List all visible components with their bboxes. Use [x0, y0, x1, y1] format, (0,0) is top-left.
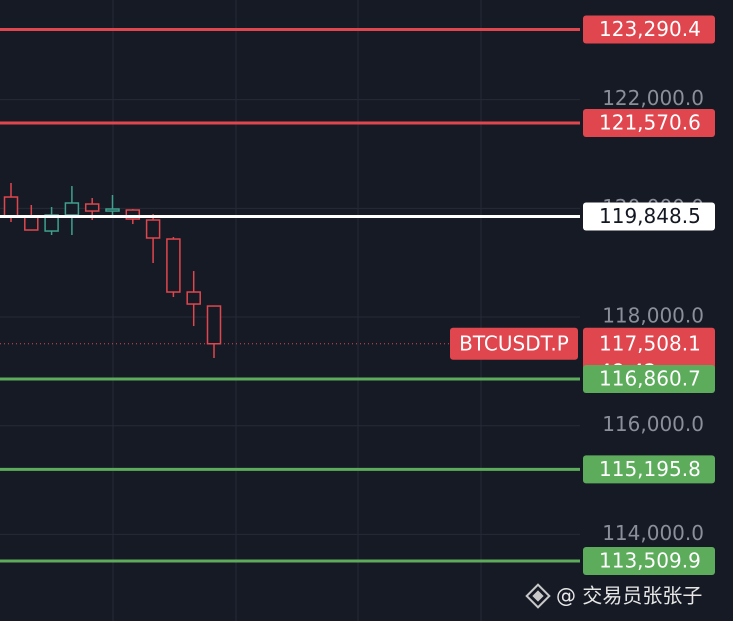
- y-tick-label: 122,000.0: [602, 86, 704, 110]
- level-label: 115,195.8: [599, 457, 701, 481]
- levels: BTCUSDT.P117,508.148:42123,290.4121,570.…: [0, 15, 715, 576]
- candle-body: [145, 219, 161, 239]
- candle-body: [125, 209, 141, 220]
- candle-body: [206, 305, 222, 345]
- level-box: [583, 364, 715, 393]
- level-label: 123,290.4: [599, 17, 701, 41]
- level-label: 116,860.7: [599, 366, 701, 390]
- symbol-label: BTCUSDT.P: [459, 331, 569, 355]
- candle-body: [166, 238, 181, 293]
- candle-body: [64, 202, 80, 216]
- watermark: @ 交易员张张子: [525, 583, 702, 609]
- watermark-logo: [525, 583, 551, 609]
- level-box: [583, 202, 715, 231]
- level-box: [583, 455, 715, 484]
- candle-body: [186, 291, 201, 305]
- watermark-text: @ 交易员张张子: [556, 584, 702, 608]
- level-box: [583, 547, 715, 576]
- level-box: [583, 108, 715, 137]
- y-tick-label: 116,000.0: [602, 412, 704, 436]
- y-tick-label: 114,000.0: [602, 521, 704, 545]
- candle-body: [3, 196, 19, 217]
- candle-body: [44, 214, 59, 232]
- last-price-label: 117,508.1: [599, 331, 701, 355]
- level-label: 113,509.9: [599, 549, 701, 573]
- level-label: 119,848.5: [599, 204, 701, 228]
- level-box: [583, 15, 715, 44]
- candles: [3, 182, 222, 359]
- level-label: 121,570.6: [599, 110, 701, 134]
- candle-body: [24, 215, 39, 231]
- y-tick-label: 118,000.0: [602, 304, 704, 328]
- vertical-grid: [112, 0, 482, 621]
- symbol-box: [450, 327, 578, 360]
- candle-body: [105, 208, 120, 212]
- candle-body: [84, 203, 100, 212]
